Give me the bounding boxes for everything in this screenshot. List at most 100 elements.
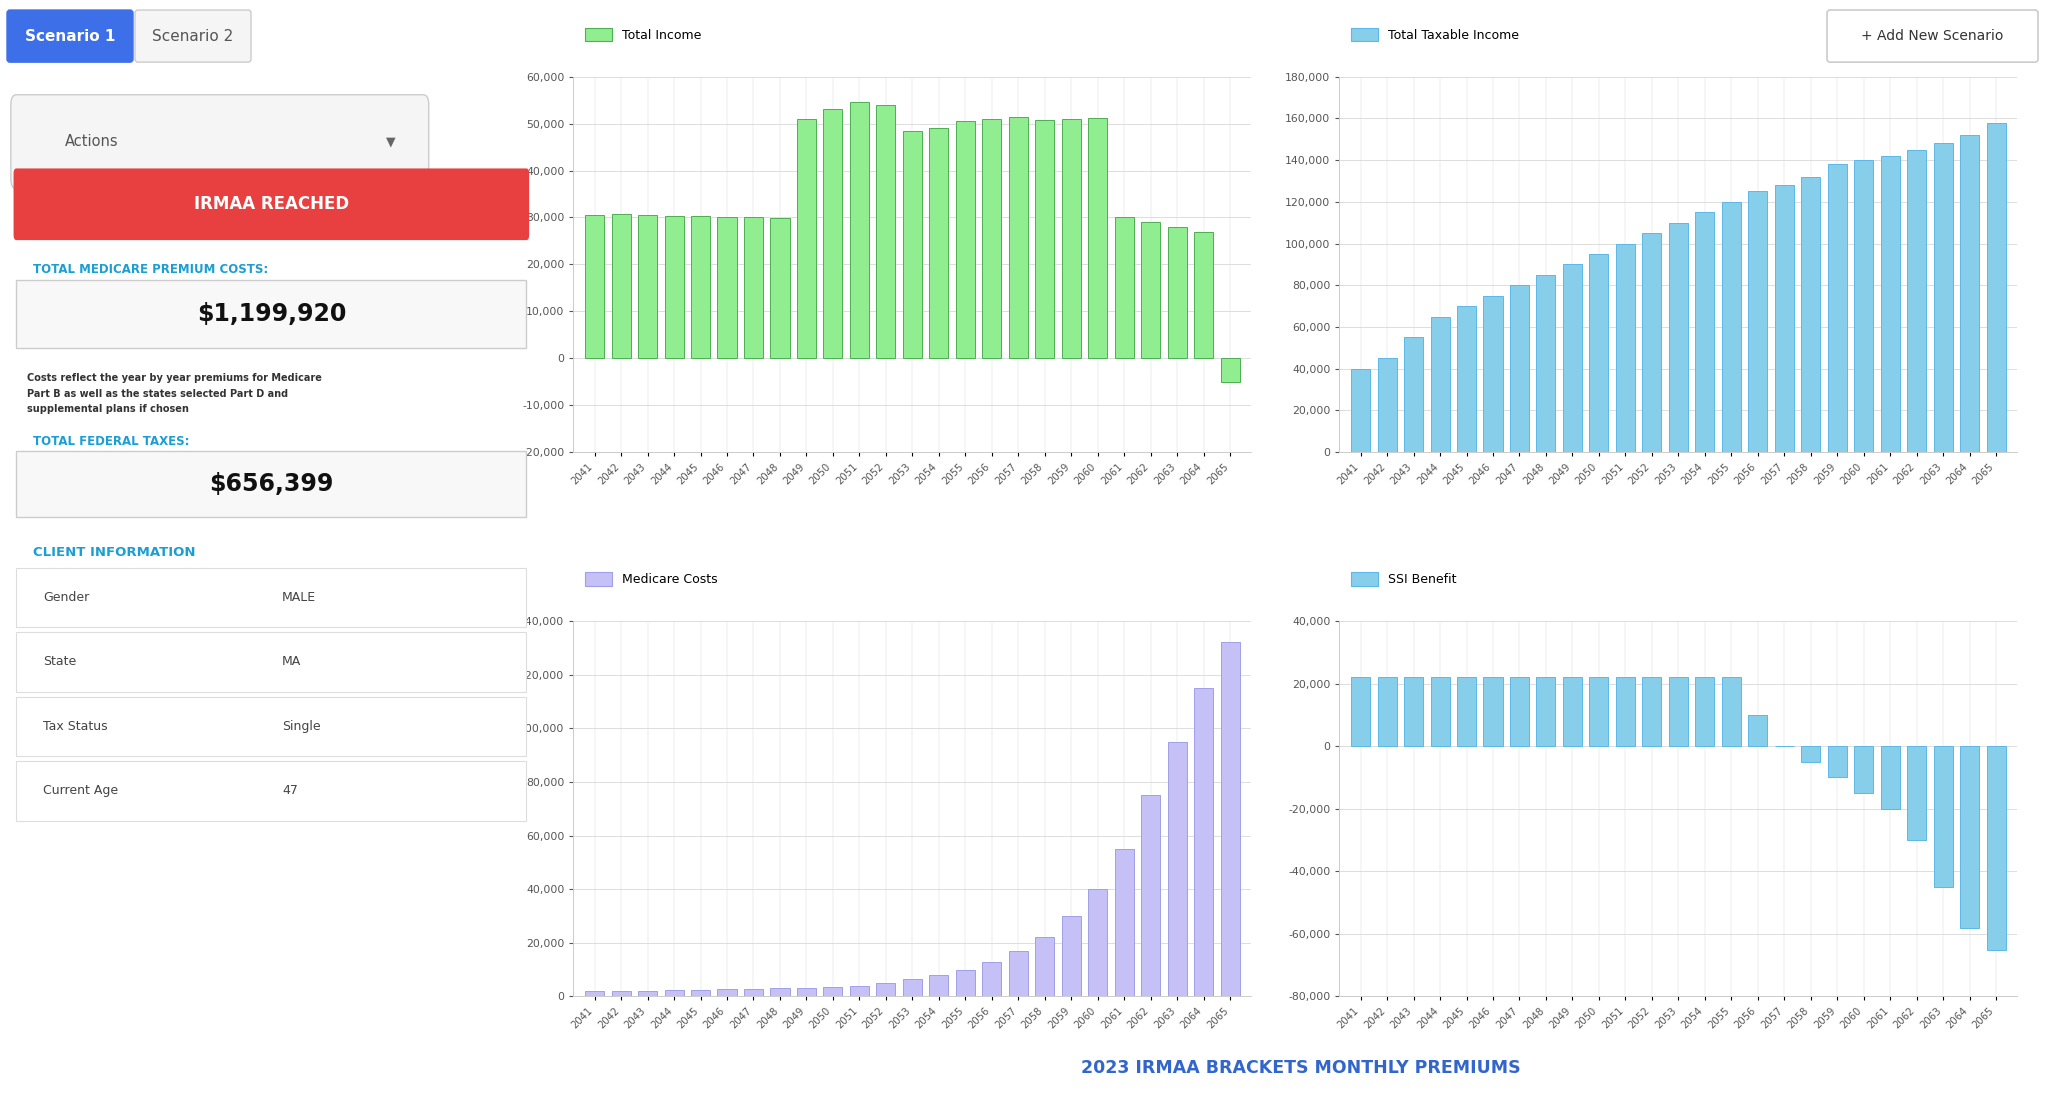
- Bar: [1141, 795, 1161, 996]
- Text: MA: MA: [283, 656, 301, 668]
- Bar: [877, 105, 895, 358]
- Bar: [664, 990, 684, 996]
- FancyBboxPatch shape: [6, 10, 133, 62]
- Bar: [664, 216, 684, 358]
- Text: Costs reflect the year by year premiums for Medicare: Costs reflect the year by year premiums …: [27, 373, 322, 383]
- Bar: [1352, 678, 1370, 746]
- Bar: [850, 103, 868, 358]
- Bar: [1378, 678, 1397, 746]
- Bar: [1907, 746, 1927, 840]
- Bar: [1960, 746, 1978, 927]
- Bar: [1114, 849, 1135, 996]
- Bar: [903, 979, 922, 996]
- Bar: [1167, 741, 1186, 996]
- Text: State: State: [43, 656, 76, 668]
- Text: Single: Single: [283, 719, 322, 733]
- Bar: [1960, 135, 1978, 452]
- FancyBboxPatch shape: [16, 761, 526, 820]
- Bar: [1987, 746, 2005, 949]
- Text: + Add New Scenario: + Add New Scenario: [1862, 30, 2003, 43]
- Bar: [1194, 688, 1212, 996]
- Bar: [1010, 116, 1028, 358]
- Bar: [1800, 746, 1821, 762]
- Bar: [770, 989, 791, 996]
- Bar: [1880, 155, 1901, 452]
- Bar: [1880, 746, 1901, 809]
- Bar: [823, 987, 842, 996]
- Bar: [1167, 227, 1186, 358]
- Text: supplemental plans if chosen: supplemental plans if chosen: [27, 404, 188, 414]
- Bar: [1141, 222, 1161, 358]
- Bar: [1378, 358, 1397, 452]
- Text: ▼: ▼: [385, 136, 395, 148]
- Bar: [956, 122, 975, 358]
- Bar: [1749, 715, 1767, 746]
- Bar: [1933, 746, 1952, 887]
- Legend: SSI Benefit: SSI Benefit: [1346, 567, 1462, 591]
- Bar: [1483, 678, 1503, 746]
- Bar: [1352, 369, 1370, 452]
- Bar: [1800, 176, 1821, 452]
- Bar: [1456, 678, 1477, 746]
- Bar: [1749, 192, 1767, 452]
- Bar: [1430, 316, 1450, 452]
- Bar: [1669, 222, 1688, 452]
- Text: MALE: MALE: [283, 591, 315, 604]
- Bar: [743, 218, 764, 358]
- Bar: [717, 990, 737, 996]
- Legend: Total Taxable Income: Total Taxable Income: [1346, 23, 1524, 47]
- Bar: [1456, 307, 1477, 452]
- Bar: [1034, 119, 1055, 358]
- Bar: [1221, 358, 1239, 382]
- Bar: [1827, 164, 1847, 452]
- Bar: [639, 215, 657, 358]
- Bar: [1114, 218, 1135, 358]
- Text: Actions: Actions: [66, 135, 119, 149]
- Text: Scenario 1: Scenario 1: [25, 28, 115, 44]
- Bar: [903, 130, 922, 358]
- Bar: [1853, 160, 1874, 452]
- FancyBboxPatch shape: [16, 451, 526, 517]
- Bar: [1405, 678, 1423, 746]
- Bar: [1696, 212, 1714, 452]
- Bar: [1642, 678, 1661, 746]
- FancyBboxPatch shape: [16, 280, 526, 347]
- Text: IRMAA REACHED: IRMAA REACHED: [195, 195, 348, 214]
- FancyBboxPatch shape: [135, 10, 252, 62]
- FancyBboxPatch shape: [1827, 10, 2038, 62]
- Bar: [743, 989, 764, 996]
- Bar: [983, 961, 1001, 996]
- Bar: [1589, 254, 1608, 452]
- Bar: [1616, 243, 1634, 452]
- Bar: [639, 991, 657, 996]
- Text: $656,399: $656,399: [209, 472, 334, 496]
- Bar: [1087, 118, 1108, 358]
- Bar: [1616, 678, 1634, 746]
- Bar: [770, 218, 791, 358]
- Bar: [1034, 937, 1055, 996]
- Text: 47: 47: [283, 784, 299, 797]
- Text: Part B as well as the states selected Part D and: Part B as well as the states selected Pa…: [27, 389, 289, 399]
- Bar: [1430, 678, 1450, 746]
- Bar: [983, 119, 1001, 358]
- Bar: [1563, 264, 1581, 452]
- Bar: [1722, 678, 1741, 746]
- Bar: [956, 970, 975, 996]
- Bar: [823, 110, 842, 358]
- Text: $1,199,920: $1,199,920: [197, 302, 346, 326]
- Bar: [1061, 917, 1081, 996]
- Bar: [1696, 678, 1714, 746]
- Text: TOTAL FEDERAL TAXES:: TOTAL FEDERAL TAXES:: [33, 436, 188, 448]
- Legend: Total Income: Total Income: [580, 23, 707, 47]
- Text: 2023 IRMAA BRACKETS MONTHLY PREMIUMS: 2023 IRMAA BRACKETS MONTHLY PREMIUMS: [1081, 1059, 1520, 1076]
- Bar: [612, 214, 631, 358]
- Bar: [1509, 678, 1530, 746]
- Bar: [586, 215, 604, 358]
- Bar: [1509, 285, 1530, 452]
- Bar: [1907, 150, 1927, 452]
- Legend: Medicare Costs: Medicare Costs: [580, 567, 723, 591]
- Bar: [1827, 746, 1847, 777]
- Bar: [690, 990, 711, 996]
- Bar: [1061, 119, 1081, 358]
- Bar: [1483, 296, 1503, 452]
